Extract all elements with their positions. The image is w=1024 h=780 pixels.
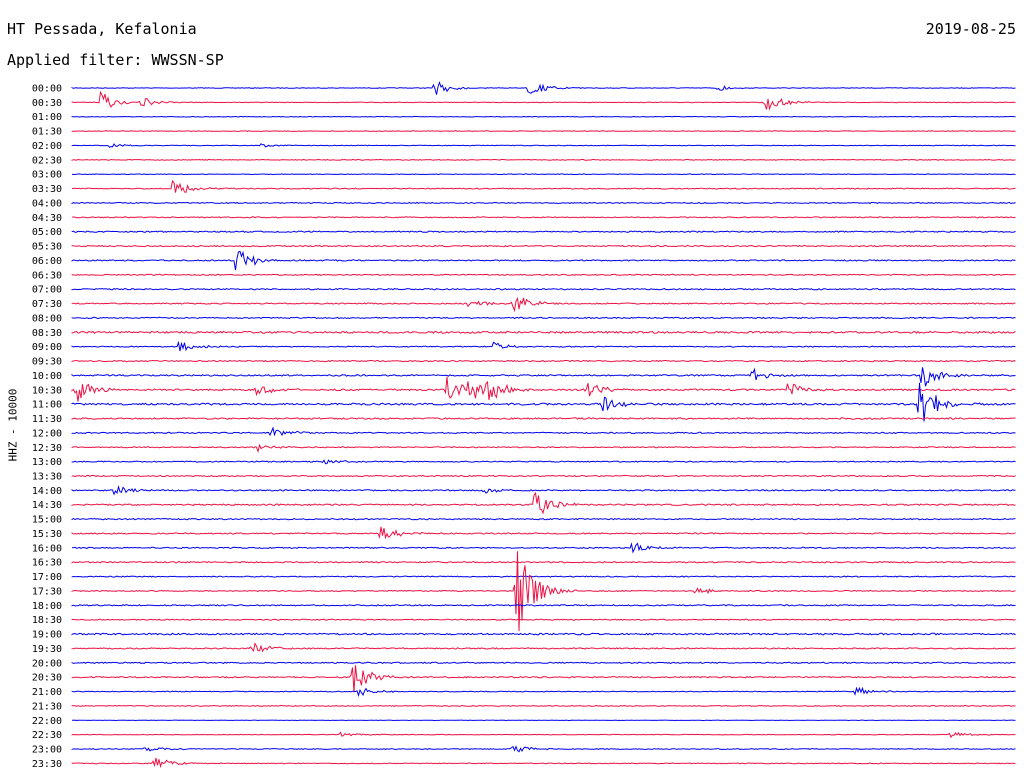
- station-title: HT Pessada, Kefalonia: [7, 20, 197, 38]
- seismic-trace-row: [71, 551, 1016, 632]
- row-time-label: 08:30: [32, 328, 62, 339]
- seismic-trace-row: [71, 417, 1016, 420]
- row-time-label: 02:30: [32, 155, 62, 166]
- row-time-label: 03:00: [32, 170, 62, 181]
- row-time-label: 14:00: [32, 486, 62, 497]
- seismic-trace-row: [71, 359, 1016, 363]
- seismic-trace-row: [71, 115, 1016, 118]
- seismic-trace-row: [71, 731, 1016, 739]
- row-time-label: 13:30: [32, 471, 62, 482]
- row-time-label: 18:00: [32, 601, 62, 612]
- seismic-trace-row: [71, 201, 1016, 205]
- row-time-label: 17:00: [32, 572, 62, 583]
- seismic-trace-row: [71, 491, 1016, 515]
- seismic-trace-row: [71, 382, 1016, 422]
- seismic-trace-row: [71, 459, 1016, 465]
- row-time-label: 12:30: [32, 443, 62, 454]
- seismic-trace-row: [71, 316, 1016, 320]
- seismic-trace-row: [71, 618, 1016, 621]
- seismic-trace-row: [71, 367, 1016, 387]
- seismic-trace-row: [71, 485, 1016, 496]
- seismic-trace-row: [71, 250, 1016, 271]
- row-time-label: 07:00: [32, 285, 62, 296]
- row-time-label: 10:30: [32, 385, 62, 396]
- row-time-label: 13:00: [32, 457, 62, 468]
- row-time-label: 04:30: [32, 213, 62, 224]
- row-time-label: 09:00: [32, 342, 62, 353]
- seismic-trace-row: [71, 575, 1016, 578]
- seismic-trace-row: [71, 632, 1016, 636]
- seismic-trace-row: [71, 288, 1016, 291]
- row-time-label: 16:30: [32, 558, 62, 569]
- seismic-trace-row: [71, 330, 1016, 334]
- row-time-label: 16:00: [32, 543, 62, 554]
- row-time-label: 07:30: [32, 299, 62, 310]
- row-time-label: 23:30: [32, 759, 62, 770]
- seismic-trace-row: [71, 80, 1016, 95]
- row-time-label: 22:00: [32, 716, 62, 727]
- seismic-trace-row: [71, 560, 1016, 564]
- seismic-trace-row: [71, 376, 1016, 402]
- seismic-trace-row: [71, 296, 1016, 313]
- row-time-label: 05:00: [32, 227, 62, 238]
- row-time-label: 06:00: [32, 256, 62, 267]
- row-time-label: 12:00: [32, 428, 62, 439]
- seismic-trace-row: [71, 642, 1016, 653]
- row-time-label: 10:00: [32, 371, 62, 382]
- date-label: 2019-08-25: [925, 20, 1016, 38]
- seismic-trace-row: [71, 443, 1016, 454]
- row-time-label: 22:30: [32, 730, 62, 741]
- row-time-label: 20:00: [32, 658, 62, 669]
- seismic-trace-row: [71, 665, 1016, 693]
- seismic-trace-row: [71, 526, 1016, 540]
- row-time-label: 23:00: [32, 745, 62, 756]
- row-time-label: 20:30: [32, 673, 62, 684]
- seismic-trace-row: [71, 244, 1016, 248]
- seismic-trace-row: [71, 757, 1016, 769]
- seismic-trace-row: [71, 179, 1016, 193]
- seismic-trace-row: [71, 426, 1016, 437]
- seismic-trace-row: [71, 686, 1016, 698]
- seismic-trace-row: [71, 143, 1016, 148]
- row-time-label: 11:00: [32, 400, 62, 411]
- row-time-label: 06:30: [32, 270, 62, 281]
- seismic-trace-row: [71, 604, 1016, 607]
- seismic-trace-row: [71, 745, 1016, 753]
- row-time-label: 19:00: [32, 630, 62, 641]
- row-time-label: 05:30: [32, 242, 62, 253]
- row-time-label: 19:30: [32, 644, 62, 655]
- row-time-label: 02:00: [32, 141, 62, 152]
- row-time-label: 04:00: [32, 198, 62, 209]
- row-time-label: 01:00: [32, 112, 62, 123]
- row-time-label: 01:30: [32, 127, 62, 138]
- row-time-label: 18:30: [32, 615, 62, 626]
- row-time-label: 21:00: [32, 687, 62, 698]
- row-time-label: 11:30: [32, 414, 62, 425]
- seismic-trace-row: [71, 90, 1016, 111]
- seismic-trace-row: [71, 517, 1016, 521]
- seismic-trace-row: [71, 130, 1016, 132]
- row-time-label: 21:30: [32, 701, 62, 712]
- row-time-label: 00:00: [32, 84, 62, 95]
- seismic-trace-row: [71, 340, 1016, 352]
- seismic-trace-row: [71, 542, 1016, 554]
- row-time-label: 08:00: [32, 313, 62, 324]
- seismic-trace-row: [71, 474, 1016, 478]
- row-time-label: 14:30: [32, 500, 62, 511]
- row-time-label: 15:00: [32, 515, 62, 526]
- filter-label: Applied filter: WWSSN-SP: [7, 51, 224, 69]
- seismic-trace-row: [71, 273, 1016, 276]
- seismic-trace-row: [71, 158, 1016, 161]
- seismic-trace-row: [71, 704, 1016, 707]
- row-time-label: 17:30: [32, 586, 62, 597]
- seismic-trace-row: [71, 216, 1016, 219]
- seismic-trace-row: [71, 173, 1016, 176]
- row-time-label: 00:30: [32, 98, 62, 109]
- row-time-label: 09:30: [32, 357, 62, 368]
- row-time-label: 03:30: [32, 184, 62, 195]
- row-time-label: 15:30: [32, 529, 62, 540]
- seismic-trace-row: [71, 661, 1016, 665]
- seismic-trace-row: [71, 230, 1016, 233]
